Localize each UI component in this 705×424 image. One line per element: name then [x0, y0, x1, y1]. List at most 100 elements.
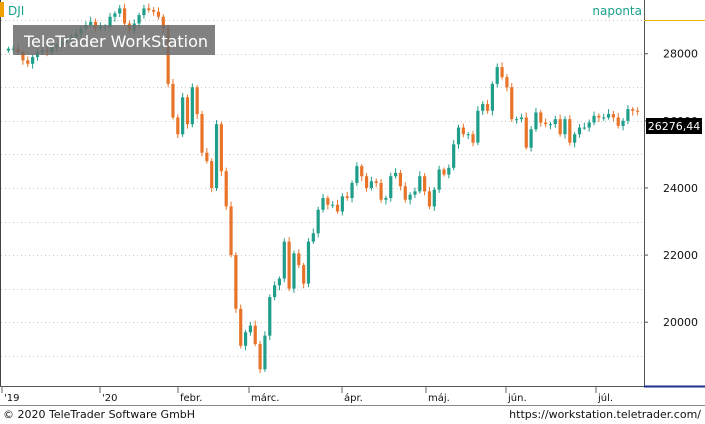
candle-body: [592, 115, 596, 123]
candle-body: [563, 119, 567, 135]
candle-body: [456, 127, 461, 145]
candle-body: [122, 8, 127, 24]
candle-body: [171, 83, 175, 118]
candle-body: [137, 15, 141, 24]
symbol-label[interactable]: DJI: [8, 4, 24, 18]
candle-body: [210, 161, 214, 188]
candle-body: [118, 8, 122, 14]
candle-body: [389, 176, 393, 199]
candle-body: [364, 176, 369, 188]
candle-body: [379, 182, 383, 200]
candle-body: [529, 129, 533, 148]
candle-body: [224, 171, 228, 207]
candle-body: [340, 196, 344, 212]
candle-body: [195, 87, 199, 115]
candle-body: [587, 122, 591, 128]
candle-body: [461, 127, 465, 135]
candle-body: [577, 127, 582, 135]
candle-body: [335, 204, 340, 212]
candle-body: [481, 104, 485, 111]
x-tick-label: júl.: [597, 392, 613, 404]
candle-body: [616, 117, 620, 126]
x-tick-label: márc.: [251, 392, 279, 404]
candle-body: [277, 278, 282, 286]
candle-body: [21, 52, 25, 61]
candle-body: [534, 112, 538, 130]
candle-body: [248, 325, 253, 333]
candle-body: [413, 191, 417, 195]
x-tick-label: '20: [102, 393, 117, 404]
candle-body: [500, 67, 504, 78]
candle-body: [427, 191, 432, 207]
y-tick-label: 20000: [663, 316, 698, 329]
candle-body: [626, 109, 630, 121]
watermark-text: TeleTrader WorkStation: [23, 32, 208, 51]
candle-body: [273, 285, 277, 298]
candle-body: [176, 117, 180, 135]
candle-body: [393, 172, 398, 177]
footer-url-link[interactable]: https://workstation.teletrader.com/: [509, 408, 701, 421]
interval-label[interactable]: naponta: [592, 4, 642, 18]
candle-body: [452, 144, 456, 168]
copyright-text: © 2020 TeleTrader Software GmbH: [3, 408, 196, 421]
candle-body: [108, 16, 112, 27]
candle-body: [282, 241, 286, 279]
candle-body: [548, 124, 553, 126]
candle-body: [471, 134, 475, 143]
candle-body: [31, 57, 35, 64]
candle-body: [544, 122, 548, 125]
candle-body: [268, 297, 272, 336]
candle-body: [181, 97, 185, 135]
candle-body: [345, 196, 349, 199]
candle-body: [185, 97, 190, 125]
candle-body: [447, 167, 451, 175]
watermark-box: [13, 25, 215, 55]
candle-body: [519, 117, 524, 120]
candle-body: [635, 110, 640, 112]
candle-body: [514, 119, 519, 121]
candle-body: [287, 241, 291, 289]
candle-body: [239, 308, 243, 346]
candle-body: [355, 166, 359, 183]
candle-body: [302, 265, 306, 284]
candle-body: [495, 67, 499, 84]
candle-body: [229, 206, 233, 256]
candle-body: [432, 189, 436, 207]
candle-body: [321, 198, 325, 210]
last-value-badge: [646, 118, 702, 134]
candle-body: [26, 60, 30, 64]
candle-body: [326, 198, 330, 205]
candle-body: [505, 77, 509, 88]
candles: [6, 3, 640, 374]
candle-body: [418, 176, 422, 192]
candle-body: [631, 109, 635, 111]
candle-body: [611, 114, 615, 118]
candle-body: [374, 181, 378, 183]
candle-body: [263, 335, 267, 370]
candle-body: [205, 152, 209, 162]
candle-body: [524, 117, 528, 148]
candle-body: [147, 8, 151, 11]
candle-body: [166, 28, 170, 84]
candle-body: [369, 181, 373, 188]
candle-body: [539, 112, 543, 123]
candle-body: [292, 253, 296, 289]
candle-body: [490, 83, 494, 111]
candle-body: [558, 119, 562, 135]
candle-body: [89, 21, 93, 26]
x-tick-label: jún.: [507, 392, 527, 404]
candle-body: [258, 344, 262, 370]
footer: © 2020 TeleTrader Software GmbH https://…: [0, 406, 705, 424]
x-axis: '19 '20 febr. márc. ápr. máj. jún. júl.: [1, 386, 613, 404]
last-value-text: 26276,44: [648, 120, 701, 133]
candle-body: [6, 48, 11, 51]
candle-body: [485, 104, 490, 111]
candle-body: [243, 332, 248, 346]
candle-body: [219, 124, 223, 172]
candle-body: [331, 204, 335, 206]
candle-body: [602, 117, 606, 119]
candle-body: [398, 172, 403, 187]
candle-body: [297, 253, 301, 266]
candle-body: [161, 16, 165, 29]
candle-body: [573, 134, 577, 143]
